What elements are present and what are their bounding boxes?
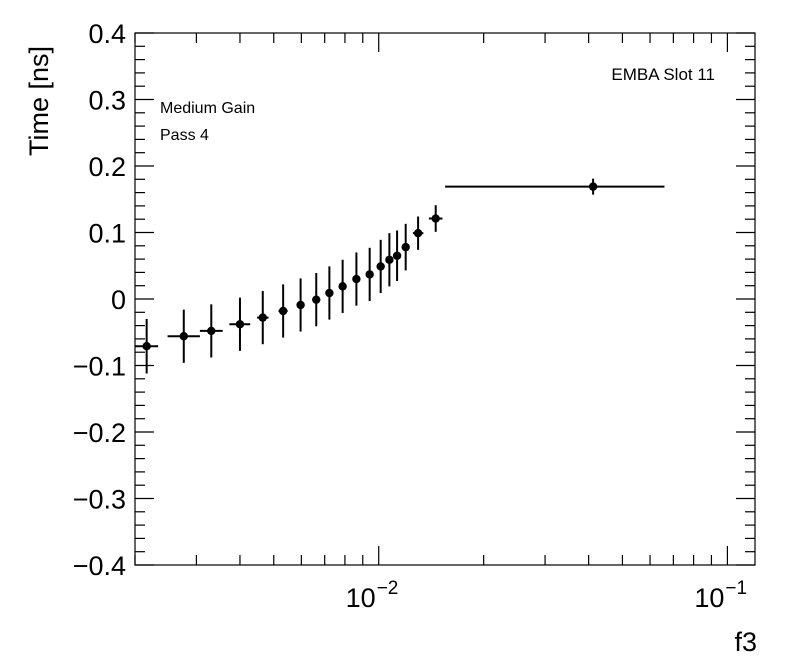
annotation-pass: Pass 4 <box>160 127 209 144</box>
y-tick-label: 0.4 <box>88 19 126 49</box>
data-marker <box>365 270 374 279</box>
y-tick-label: 0 <box>111 285 126 315</box>
data-marker <box>431 214 440 223</box>
data-marker <box>352 274 361 284</box>
data-point <box>385 233 394 287</box>
data-marker <box>142 342 151 351</box>
data-point <box>167 309 200 363</box>
data-point <box>376 239 385 294</box>
data-point <box>312 273 321 327</box>
axis-ticks <box>134 32 755 566</box>
data-point <box>296 278 305 332</box>
data-marker <box>207 326 216 336</box>
data-point <box>135 318 159 374</box>
y-tick-labels: −0.4 −0.3 −0.2 −0.1 0 0.1 0.2 0.3 0.4 <box>73 19 126 581</box>
y-tick-label: 0.1 <box>88 219 126 249</box>
data-point <box>401 223 410 271</box>
data-point <box>325 266 334 320</box>
x-tick-label-base: 10 <box>694 583 724 613</box>
x-tick-labels: 10 −2 10 −1 <box>346 578 747 613</box>
y-axis-title: Time [ns] <box>24 46 54 156</box>
y-tick-label: −0.3 <box>73 485 126 515</box>
data-point <box>229 297 251 351</box>
data-marker <box>235 320 245 329</box>
data-marker <box>258 313 267 322</box>
data-marker <box>179 332 188 341</box>
y-tick-label: 0.3 <box>88 86 126 116</box>
data-marker <box>312 295 321 304</box>
data-marker <box>588 182 598 191</box>
x-tick-label-exponent: −2 <box>377 578 399 599</box>
data-marker <box>401 242 410 252</box>
y-tick-label: −0.1 <box>73 352 126 382</box>
data-point <box>365 247 374 301</box>
data-point <box>392 230 402 282</box>
x-tick-label: 10 −2 <box>346 578 399 613</box>
data-point <box>338 259 347 313</box>
x-tick-label-exponent: −1 <box>725 578 747 599</box>
y-tick-label: 0.2 <box>88 152 126 182</box>
data-point <box>352 252 361 306</box>
data-point <box>278 284 288 338</box>
data-point <box>428 205 443 232</box>
data-point <box>445 178 665 195</box>
annotation-slot: EMBA Slot 11 <box>611 65 715 84</box>
data-marker <box>296 300 305 310</box>
x-axis-title: f3 <box>734 627 757 657</box>
data-marker <box>278 306 288 316</box>
data-marker <box>325 288 334 298</box>
data-marker <box>385 255 394 264</box>
annotation-gain: Medium Gain <box>160 100 255 117</box>
data-marker <box>392 251 402 260</box>
data-marker <box>338 282 347 291</box>
data-marker <box>413 228 423 238</box>
y-tick-label: −0.2 <box>73 418 126 448</box>
data-series <box>135 178 665 374</box>
data-point <box>412 216 424 250</box>
y-tick-label: −0.4 <box>73 551 126 581</box>
data-marker <box>376 262 385 271</box>
data-point <box>199 304 223 358</box>
x-tick-label-base: 10 <box>346 583 376 613</box>
data-point <box>257 291 269 345</box>
x-tick-label: 10 −1 <box>694 578 747 613</box>
